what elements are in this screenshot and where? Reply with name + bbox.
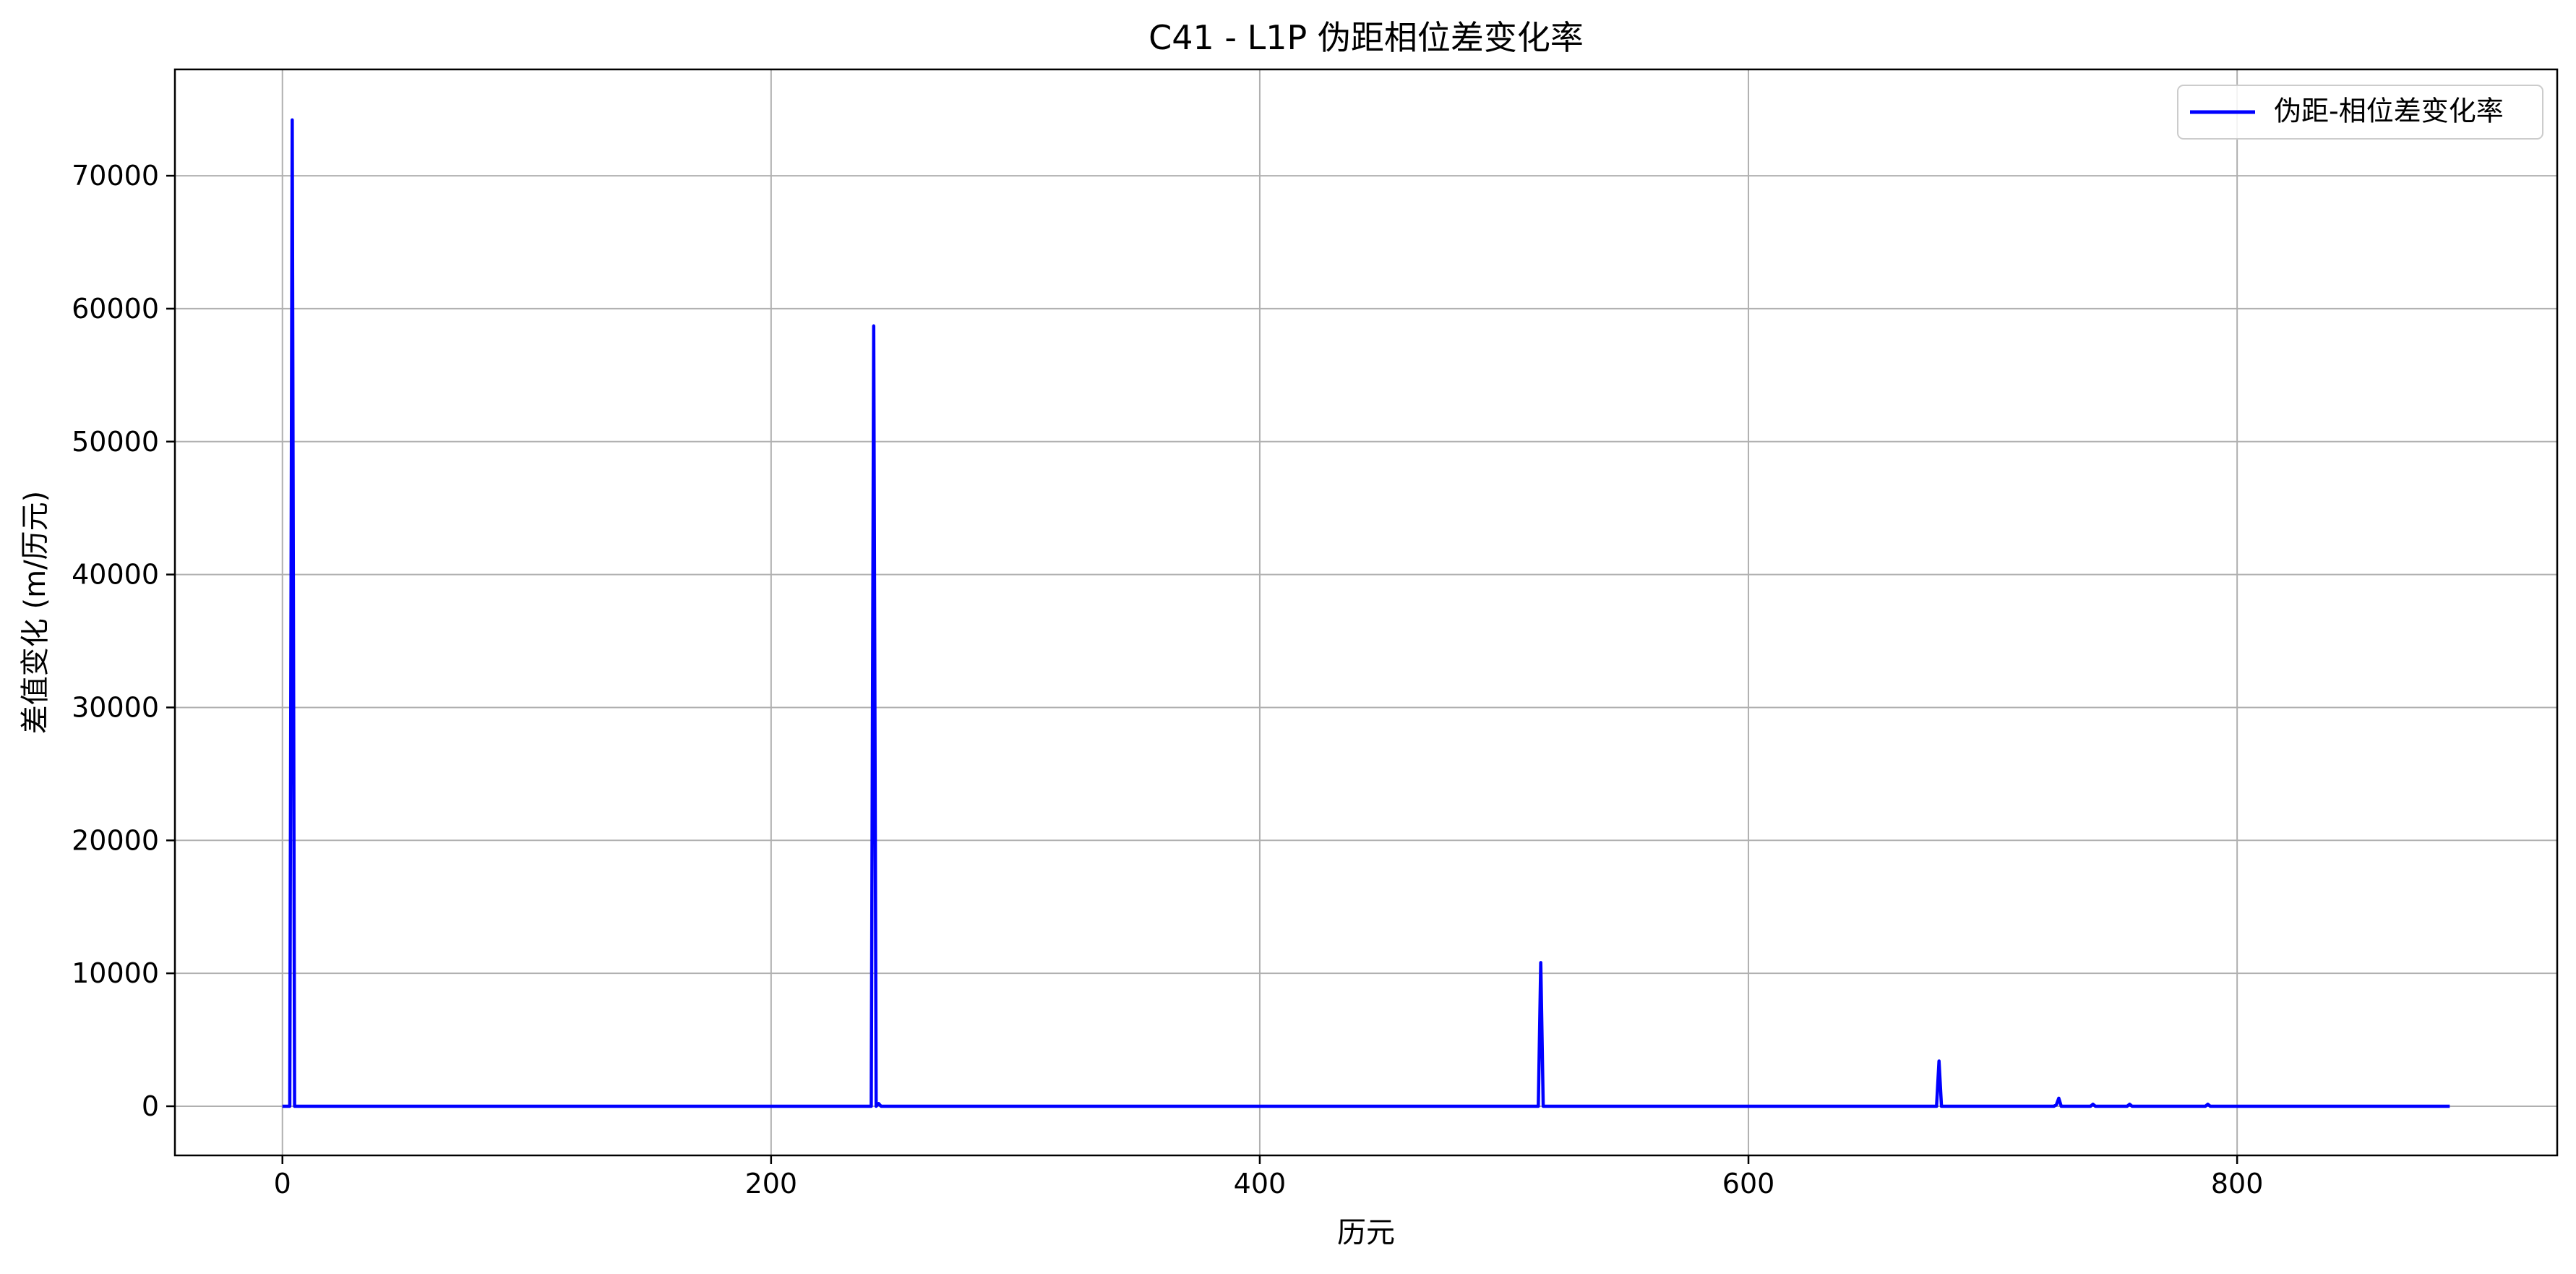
- y-tick-label: 60000: [72, 293, 159, 325]
- x-tick-label: 200: [745, 1168, 798, 1200]
- y-tick-label: 30000: [72, 691, 159, 723]
- y-tick-label: 10000: [72, 957, 159, 989]
- series-line-0: [282, 118, 2450, 1108]
- legend-box: [2177, 85, 2543, 140]
- x-tick-label: 400: [1234, 1168, 1287, 1200]
- series-layer: [282, 118, 2450, 1108]
- y-tick-label: 40000: [72, 559, 159, 591]
- y-axis-label: 差值变化 (m/历元): [19, 491, 52, 734]
- tick-layer: 0 200 400 600 800 0 10000 20000 30000 40000 50000 6…: [72, 160, 2263, 1200]
- legend-label-series: 伪距-相位差变化率: [2274, 95, 2504, 127]
- x-tick-label: 0: [274, 1168, 291, 1200]
- plot-frame: [173, 68, 2559, 1157]
- x-axis-label: 历元: [1337, 1216, 1395, 1249]
- y-tick-label: 20000: [72, 824, 159, 856]
- y-tick-label: 70000: [72, 160, 159, 192]
- chart-title: C41 - L1P 伪距相位差变化率: [1149, 18, 1584, 57]
- x-tick-label: 800: [2211, 1168, 2264, 1200]
- y-tick-label: 50000: [72, 426, 159, 458]
- legend: 伪距-相位差变化率: [2177, 85, 2543, 140]
- y-tick-label: 0: [142, 1090, 159, 1122]
- x-tick-label: 600: [1722, 1168, 1775, 1200]
